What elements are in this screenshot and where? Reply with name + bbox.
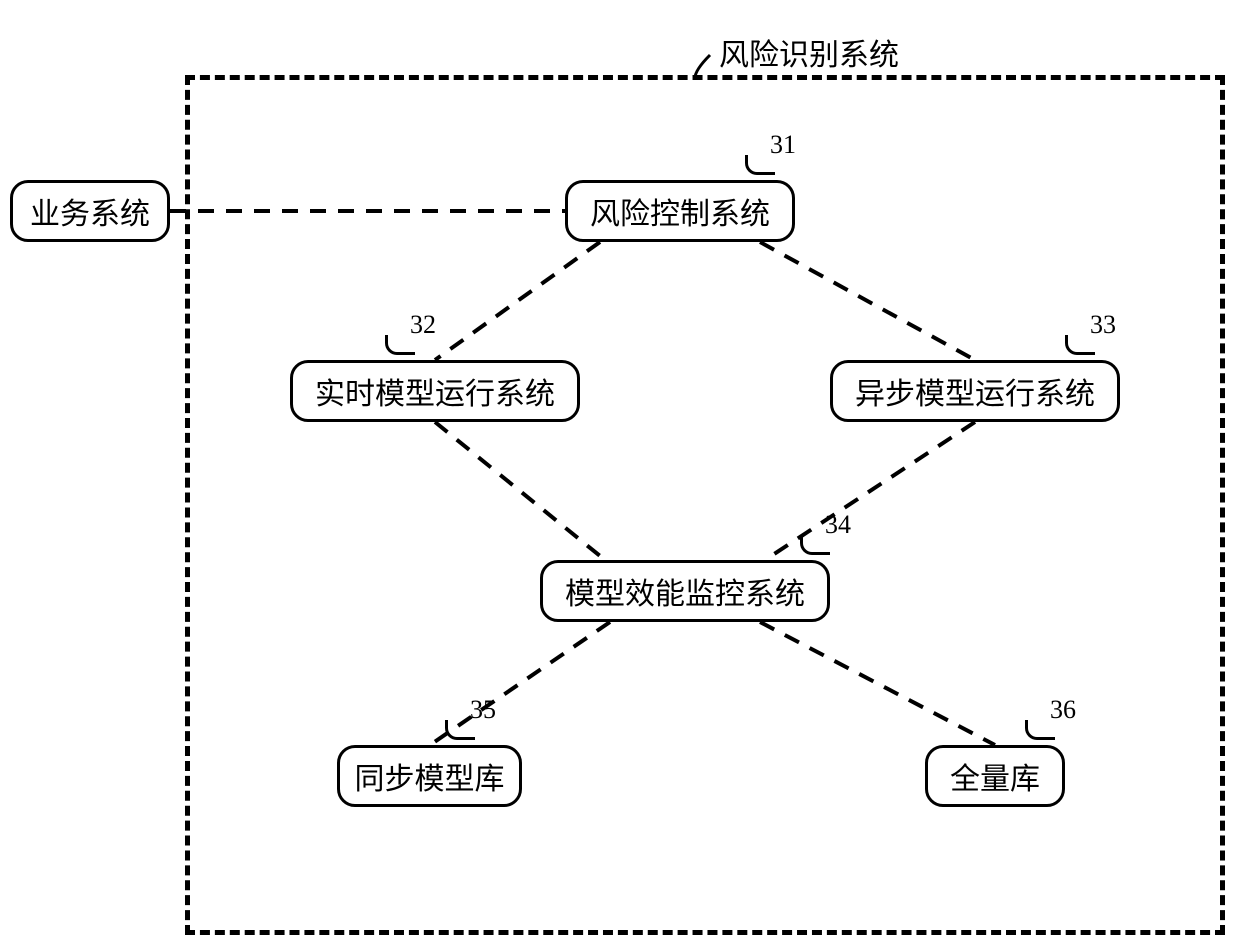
node-label: 实时模型运行系统	[315, 369, 555, 413]
node-label: 同步模型库	[355, 754, 505, 798]
node-full-lib: 全量库	[925, 745, 1065, 807]
node-sync-lib: 同步模型库	[337, 745, 522, 807]
node-business-system: 业务系统	[10, 180, 170, 242]
ref-32: 32	[410, 310, 436, 340]
node-monitor: 模型效能监控系统	[540, 560, 830, 622]
node-label: 全量库	[950, 754, 1040, 798]
node-risk-control: 风险控制系统	[565, 180, 795, 242]
system-title: 风险识别系统	[715, 30, 903, 74]
ref-34: 34	[825, 510, 851, 540]
node-label: 业务系统	[30, 189, 150, 233]
node-label: 异步模型运行系统	[855, 369, 1095, 413]
ref-31: 31	[770, 130, 796, 160]
ref-33: 33	[1090, 310, 1116, 340]
node-label: 风险控制系统	[590, 189, 770, 233]
ref-35: 35	[470, 695, 496, 725]
ref-36: 36	[1050, 695, 1076, 725]
node-realtime-model: 实时模型运行系统	[290, 360, 580, 422]
node-label: 模型效能监控系统	[565, 569, 805, 613]
node-async-model: 异步模型运行系统	[830, 360, 1120, 422]
